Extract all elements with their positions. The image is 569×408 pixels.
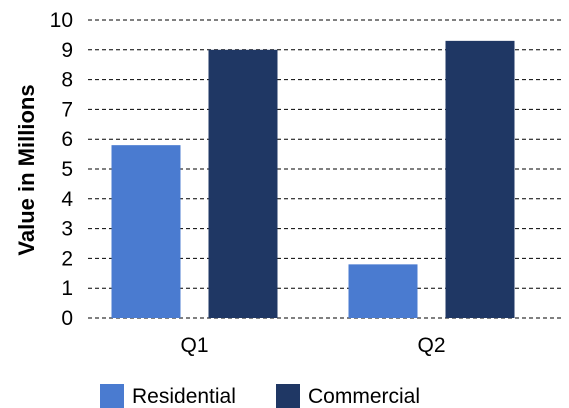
bar-residential-q2 (348, 264, 418, 318)
legend-label: Residential (132, 385, 236, 408)
y-axis-label: Value in Millions (14, 84, 39, 255)
y-tick-label: 3 (61, 218, 73, 241)
y-tick-label: 6 (61, 128, 73, 151)
bars (111, 40, 515, 319)
y-tick-label: 1 (61, 277, 73, 300)
y-tick-label: 4 (61, 188, 73, 211)
x-category-label: Q1 (180, 334, 208, 357)
legend-swatch-commercial (276, 384, 300, 408)
legend-swatch-residential (100, 384, 124, 408)
y-axis-ticks: 0 1 2 3 4 5 6 7 8 9 10 (50, 9, 74, 330)
legend-label: Commercial (308, 385, 420, 408)
legend: Residential Commercial (100, 384, 420, 408)
y-tick-label: 9 (61, 39, 73, 62)
y-tick-label: 5 (61, 158, 73, 181)
y-tick-label: 2 (61, 247, 73, 270)
bar-residential-q1 (111, 145, 181, 318)
x-axis-categories: Q1 Q2 (180, 334, 445, 357)
bar-commercial-q1 (208, 49, 278, 319)
x-category-label: Q2 (417, 334, 445, 357)
bar-commercial-q2 (445, 40, 515, 319)
y-tick-label: 10 (50, 9, 73, 32)
y-tick-label: 7 (61, 98, 73, 121)
y-tick-label: 0 (61, 307, 73, 330)
y-tick-label: 8 (61, 69, 73, 92)
